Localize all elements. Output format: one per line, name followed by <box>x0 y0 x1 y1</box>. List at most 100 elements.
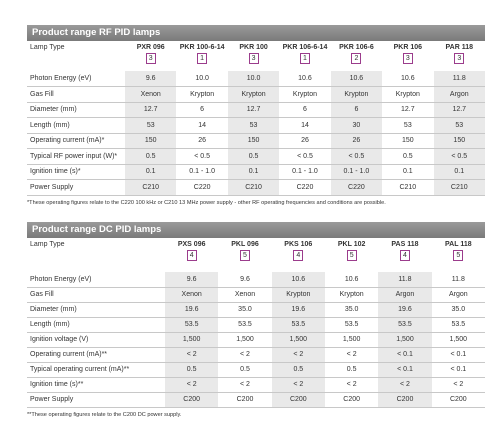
cell: Krypton <box>271 287 325 303</box>
row-label: Photon Energy (eV) <box>27 71 125 87</box>
lamp-name: PKS 106 <box>284 241 313 248</box>
cell: C200 <box>378 392 432 408</box>
column-header: PKR 106-6-14 1 <box>279 41 330 71</box>
lamp-name: PAS 118 <box>391 241 419 248</box>
row-label: Power Supply <box>27 392 165 408</box>
cell: 150 <box>382 133 434 149</box>
cell: Krypton <box>279 86 331 103</box>
cell: 10.6 <box>330 71 383 87</box>
cell: C220 <box>176 179 228 196</box>
footnote: **These operating figures relate to the … <box>27 411 182 418</box>
cell: < 2 <box>165 347 219 363</box>
row-label: Power Supply <box>27 179 125 196</box>
column-header: PKR 106 3 <box>382 41 433 71</box>
row: Gas Fill Xenon Krypton Krypton Krypton Krypto… <box>27 86 485 103</box>
cell: C200 <box>324 392 379 408</box>
cell: Xenon <box>165 287 219 303</box>
cell: C200 <box>271 392 325 408</box>
row: Length (mm) 53.5 53.5 53.5 53.5 53.5 53.5 <box>27 317 485 333</box>
column-header: PKL 102 5 <box>325 238 378 272</box>
cell: 53 <box>125 117 177 134</box>
cell: 19.6 <box>378 302 432 318</box>
row-label: Ignition voltage (V) <box>27 332 165 348</box>
cell: 0.1 - 1.0 <box>176 164 228 180</box>
badge: 4 <box>293 250 304 261</box>
badge: 4 <box>186 250 197 261</box>
cell: 150 <box>433 133 485 149</box>
row: Power Supply C200 C200 C200 C200 C200 C200 <box>27 392 485 408</box>
lamp-name: PKR 106 <box>393 44 423 51</box>
cell: 0.1 <box>433 164 485 180</box>
cell: 10.0 <box>227 71 280 87</box>
row: Length (mm) 53 14 53 14 30 53 53 <box>27 117 485 134</box>
header-row: Lamp Type PXR 096 3 PKR 100-6-14 1 PKR 100 3 PK… <box>27 41 485 71</box>
cell: Argon <box>431 287 485 303</box>
cell: 12.7 <box>227 102 280 118</box>
lamp-name: PKR 106-6 <box>339 44 374 51</box>
cell: C210 <box>433 179 485 196</box>
cell: 1,500 <box>271 332 325 348</box>
footnote: *These operating figures relate to the C… <box>27 199 386 206</box>
cell: 0.5 <box>165 362 219 378</box>
cell: 9.6 <box>125 71 177 87</box>
cell: 0.5 <box>324 362 379 378</box>
cell: 53 <box>227 117 280 134</box>
row-label: Typical RF power input (W)* <box>27 148 125 165</box>
lamp-name: PAL 118 <box>445 241 472 248</box>
cell: < 2 <box>271 347 325 363</box>
cell: 0.5 <box>218 362 272 378</box>
cell: 0.1 <box>125 164 177 180</box>
cell: 19.6 <box>271 302 325 318</box>
badge: 4 <box>399 250 410 261</box>
table-block: Product range DC PID lamps Lamp Type PXS 0… <box>27 222 485 418</box>
cell: < 0.1 <box>431 347 485 363</box>
cell: < 0.5 <box>433 148 485 165</box>
row: Photon Energy (eV) 9.6 9.6 10.6 10.6 11.8 11.8 <box>27 272 485 288</box>
cell: 1,500 <box>218 332 272 348</box>
cell: < 0.1 <box>378 347 432 363</box>
cell: 0.5 <box>125 148 177 165</box>
row: Diameter (mm) 12.7 6 12.7 6 6 12.7 12.7 <box>27 102 485 118</box>
row: Gas Fill Xenon Xenon Krypton Krypton Argon Arg… <box>27 287 485 303</box>
badge: 3 <box>402 53 413 64</box>
column-header: PAL 118 5 <box>432 238 485 272</box>
lamp-name: PKL 096 <box>231 241 259 248</box>
cell: C220 <box>279 179 331 196</box>
cell: < 2 <box>378 377 432 393</box>
row-label: Operating current (mA)* <box>27 133 125 149</box>
cell: 0.1 - 1.0 <box>279 164 331 180</box>
cell: 53 <box>382 117 434 134</box>
cell: 10.0 <box>176 71 228 87</box>
column-header: PAS 118 4 <box>378 238 431 272</box>
cell: 150 <box>227 133 280 149</box>
column-header: PXR 096 3 <box>125 41 176 71</box>
cell: < 0.5 <box>330 148 383 165</box>
cell: 1,500 <box>431 332 485 348</box>
table: Lamp Type PXS 096 4 PKL 096 5 PKS 106 4 PKL 102… <box>27 238 485 408</box>
cell: < 2 <box>218 347 272 363</box>
cell: 53.5 <box>271 317 325 333</box>
cell: Krypton <box>330 86 383 103</box>
cell: 6 <box>330 102 383 118</box>
cell: 12.7 <box>433 102 485 118</box>
cell: 0.5 <box>382 148 434 165</box>
cell: 53.5 <box>218 317 272 333</box>
cell: 35.0 <box>218 302 272 318</box>
column-header: PKR 100-6-14 1 <box>176 41 227 71</box>
row: Ignition voltage (V) 1,500 1,500 1,500 1,500… <box>27 332 485 348</box>
cell: < 0.1 <box>378 362 432 378</box>
cell: < 0.5 <box>279 148 331 165</box>
cell: C220 <box>330 179 383 196</box>
cell: 0.5 <box>227 148 280 165</box>
cell: 0.5 <box>271 362 325 378</box>
lamp-name: PKR 106-6-14 <box>282 44 328 51</box>
row-label: Ignition time (s)** <box>27 377 165 393</box>
column-header: PKL 096 5 <box>218 238 271 272</box>
row-label: Typical operating current (mA)** <box>27 362 165 378</box>
row: Operating current (mA)** < 2 < 2 < 2 < 2 < 0.… <box>27 347 485 363</box>
row: Ignition time (s)** < 2 < 2 < 2 < 2 < 2 < 2 <box>27 377 485 393</box>
cell: 11.8 <box>378 272 432 288</box>
cell: Krypton <box>324 287 379 303</box>
lamp-name: PKL 102 <box>337 241 366 248</box>
